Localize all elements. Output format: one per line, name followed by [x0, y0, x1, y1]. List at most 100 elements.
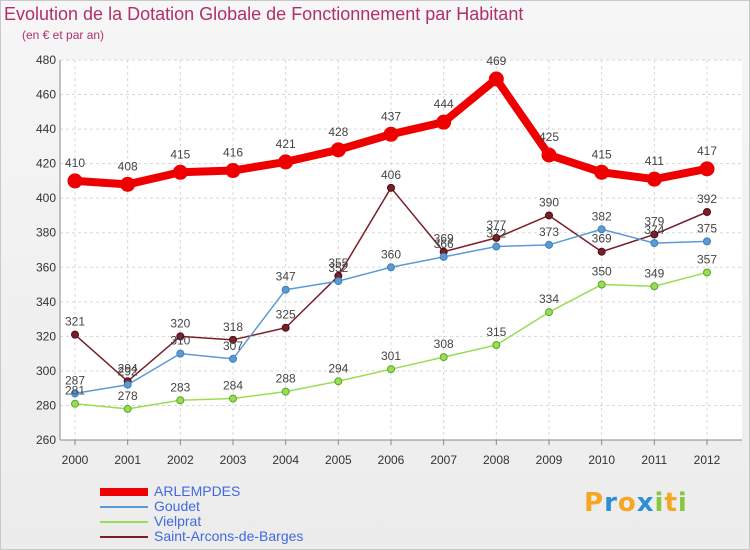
data-label-1: 287 [65, 373, 85, 387]
data-label-2: 357 [697, 252, 717, 266]
y-tick-label: 260 [36, 433, 56, 447]
logo-letter: t [664, 488, 678, 518]
data-label-3: 355 [328, 256, 348, 270]
legend-label: ARLEMPDES [154, 483, 241, 499]
data-label-0: 415 [592, 147, 612, 161]
data-label-0: 469 [486, 54, 506, 68]
data-point-1 [334, 277, 343, 286]
data-point-1 [439, 252, 448, 261]
data-point-3 [387, 183, 395, 192]
data-point-0 [278, 154, 294, 170]
data-label-3: 369 [434, 232, 454, 246]
data-label-0: 410 [65, 156, 85, 170]
y-tick-label: 460 [36, 88, 56, 102]
data-label-1: 310 [170, 334, 190, 348]
data-label-2: 281 [65, 384, 85, 398]
data-point-1 [387, 263, 395, 272]
x-tick-label: 2011 [641, 453, 667, 467]
logo-letter: P [584, 488, 605, 518]
data-point-0 [646, 171, 662, 187]
data-point-1 [597, 225, 606, 234]
data-label-0: 421 [276, 137, 296, 151]
data-label-2: 288 [276, 372, 296, 386]
legend-swatch [100, 488, 148, 496]
x-tick-label: 2008 [483, 453, 510, 467]
data-label-1: 366 [434, 237, 454, 251]
x-tick-label: 2012 [694, 453, 721, 467]
data-point-1 [492, 242, 501, 251]
logo-letter: x [636, 488, 655, 518]
data-label-3: 320 [170, 316, 190, 330]
logo-letter: i [677, 488, 688, 518]
data-label-2: 294 [328, 361, 348, 375]
data-point-1 [545, 240, 553, 249]
data-point-1 [176, 349, 185, 358]
data-point-0 [594, 164, 610, 180]
x-tick-label: 2005 [325, 453, 352, 467]
data-point-0 [699, 161, 715, 177]
data-label-1: 352 [328, 261, 348, 275]
data-label-0: 417 [697, 144, 717, 158]
y-tick-label: 280 [36, 398, 56, 412]
x-tick-label: 2007 [430, 453, 457, 467]
legend-label: Vielprat [154, 513, 202, 529]
logo-letter: o [617, 488, 637, 518]
data-point-0 [541, 147, 557, 163]
x-tick-label: 2001 [114, 453, 141, 467]
data-point-2 [545, 308, 553, 317]
y-tick-label: 320 [36, 329, 56, 343]
chart-title: Evolution de la Dotation Globale de Fonc… [4, 4, 524, 24]
x-tick-label: 2000 [62, 453, 89, 467]
data-point-2 [281, 387, 290, 396]
data-point-3 [703, 208, 711, 216]
data-point-0 [225, 163, 241, 179]
data-point-3 [492, 233, 501, 242]
x-tick-label: 2004 [272, 453, 299, 467]
legend-label: Goudet [154, 498, 200, 514]
data-label-0: 416 [223, 146, 243, 160]
y-tick-label: 360 [36, 260, 56, 274]
y-tick-label: 380 [36, 226, 56, 240]
data-label-1: 372 [486, 227, 506, 241]
data-label-2: 301 [381, 349, 401, 363]
data-point-0 [436, 114, 452, 130]
y-tick-label: 340 [36, 295, 56, 309]
data-point-0 [488, 71, 504, 87]
plot-area [60, 60, 742, 440]
data-point-2 [176, 396, 185, 405]
data-label-1: 373 [539, 225, 559, 239]
data-label-2: 315 [486, 325, 506, 339]
logo-letter: r [604, 488, 618, 518]
data-label-3: 379 [644, 214, 664, 228]
chart-subtitle: (en € et par an) [22, 28, 105, 42]
data-label-1: 292 [118, 365, 138, 379]
data-point-3 [176, 332, 185, 341]
data-label-2: 308 [434, 337, 454, 351]
data-label-0: 408 [118, 159, 138, 173]
data-label-3: 325 [276, 308, 296, 322]
data-label-3: 318 [223, 320, 243, 334]
data-point-1 [71, 389, 79, 398]
data-point-1 [281, 285, 290, 294]
data-label-2: 349 [644, 266, 664, 280]
data-point-0 [67, 173, 83, 189]
data-label-1: 375 [697, 221, 717, 235]
data-point-2 [492, 341, 501, 349]
data-point-3 [597, 247, 606, 256]
data-point-3 [229, 335, 237, 344]
y-tick-label: 440 [36, 122, 56, 136]
y-tick-label: 400 [36, 191, 56, 205]
data-point-1 [650, 239, 659, 248]
data-label-2: 284 [223, 379, 243, 393]
data-label-3: 377 [486, 218, 506, 232]
data-label-2: 334 [539, 292, 559, 306]
data-label-0: 437 [381, 109, 401, 123]
data-label-2: 283 [170, 380, 190, 394]
data-point-2 [387, 365, 395, 374]
data-label-0: 415 [170, 147, 190, 161]
x-tick-label: 2010 [588, 453, 615, 467]
data-label-0: 411 [645, 154, 664, 168]
data-label-1: 374 [644, 223, 664, 237]
data-point-0 [330, 142, 346, 158]
